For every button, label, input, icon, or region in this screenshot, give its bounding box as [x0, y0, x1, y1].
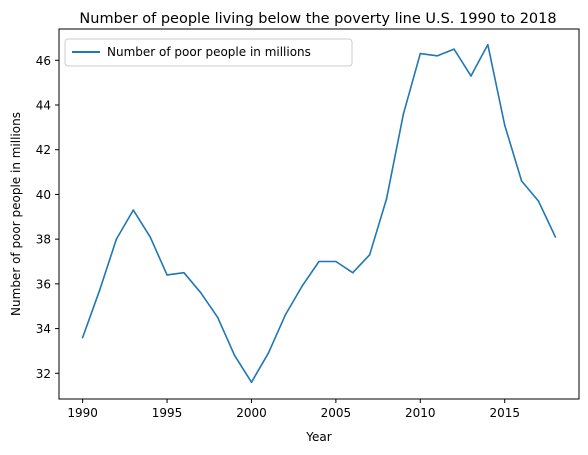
data-point: [216, 316, 219, 319]
x-tick-label: 2015: [489, 406, 520, 420]
data-point: [402, 113, 405, 115]
y-tick-label: 32: [36, 367, 51, 381]
data-point: [183, 271, 185, 274]
y-axis-label: Number of poor people in millions: [9, 112, 23, 316]
data-point: [166, 274, 168, 276]
data-point: [301, 285, 303, 287]
data-point: [419, 52, 422, 55]
data-point: [487, 43, 489, 46]
plot-frame: [58, 28, 580, 400]
data-point: [200, 292, 202, 294]
y-tick-label: 44: [36, 99, 51, 113]
legend-label-0: Number of poor people in millions: [107, 45, 311, 59]
y-tick-label: 42: [36, 143, 51, 157]
data-point: [351, 271, 354, 274]
chart-title: Number of people living below the povert…: [79, 11, 556, 27]
data-point: [115, 238, 118, 240]
y-axis: 32 34 36 38 40 42 44 46: [36, 54, 59, 381]
series-layer: [81, 43, 557, 384]
plot-area: [59, 29, 579, 399]
data-point: [470, 75, 472, 77]
data-point: [98, 289, 101, 292]
data-point: [385, 198, 388, 200]
x-tick-label: 1990: [67, 406, 98, 420]
y-tick-label: 46: [36, 54, 51, 68]
y-tick-label: 36: [36, 277, 51, 291]
data-point: [537, 200, 540, 202]
y-tick-label: 40: [36, 188, 51, 202]
x-axis: 1990 1995 2000 2005 2010 2015: [67, 399, 520, 420]
data-point: [453, 48, 455, 50]
x-tick-label: 1995: [152, 406, 183, 420]
data-point: [132, 209, 135, 211]
data-point: [368, 254, 371, 256]
data-point: [436, 55, 438, 57]
data-point: [267, 352, 270, 354]
y-tick-label: 38: [36, 233, 51, 247]
data-point: [149, 236, 151, 238]
x-tick-label: 2005: [321, 406, 352, 420]
x-tick-label: 2010: [405, 406, 436, 420]
data-point: [318, 260, 320, 263]
x-tick-label: 2000: [236, 406, 267, 420]
x-axis-label: Year: [305, 430, 331, 444]
data-point: [520, 180, 523, 182]
data-point: [250, 381, 253, 384]
legend: Number of poor people in millions: [64, 38, 353, 67]
data-point: [81, 336, 84, 339]
data-point: [554, 236, 557, 238]
y-tick-label: 34: [36, 322, 51, 336]
data-point: [284, 314, 287, 316]
data-point: [233, 354, 236, 357]
data-point: [335, 260, 337, 263]
legend-box: [64, 38, 353, 67]
data-point: [503, 124, 506, 126]
